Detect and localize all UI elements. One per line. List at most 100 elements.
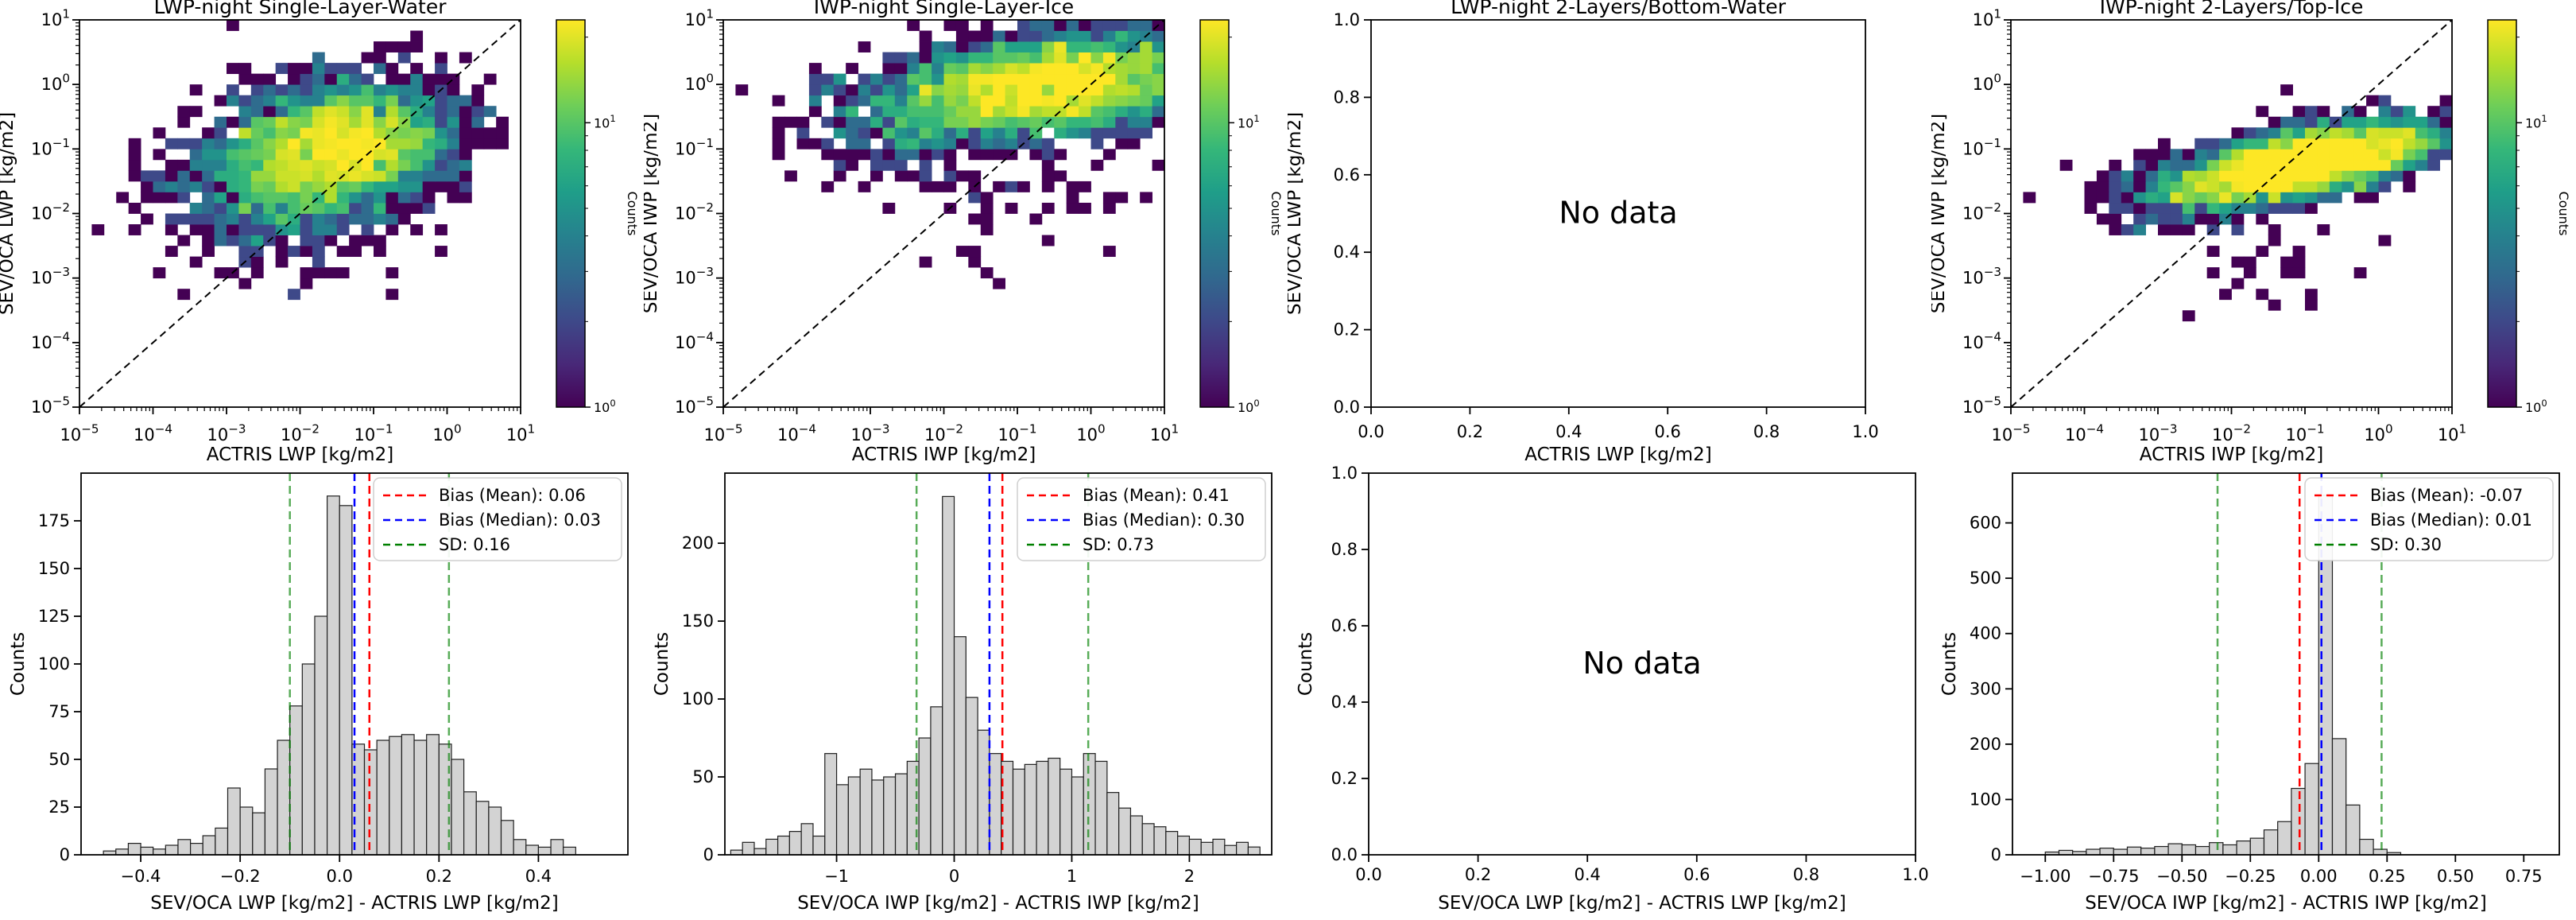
x-tick-label: 100 <box>2364 422 2392 444</box>
legend-mean-label: Bias (Mean): 0.06 <box>439 486 586 505</box>
panel-iwp-night-2-layers-top-ice: IWP-night 2-Layers/Top-Ice 10−5 10−5 10−4 10… <box>1931 0 2571 465</box>
y-tick-label: 100 <box>41 72 70 94</box>
y-axis-label: Counts <box>1296 632 1316 696</box>
y-tick-label: 100 <box>685 72 714 94</box>
x-tick-label: 0.4 <box>525 867 552 886</box>
x-tick-label: 0 <box>949 867 959 886</box>
x-tick-label: 0.8 <box>1753 422 1780 441</box>
x-tick-label: 2 <box>1184 867 1195 886</box>
colorbar: 100 101 Counts <box>2487 19 2571 415</box>
x-axis-label: ACTRIS IWP [kg/m2] <box>852 444 1036 465</box>
legend-mean-label: Bias (Mean): -0.07 <box>2370 486 2523 505</box>
colorbar-tick-label: 100 <box>2525 398 2547 415</box>
axes-lwp-night-single-layer-water-bias: −0.4 −0.2 0.0 0.2 0.4 0 25 50 75 100 125 150 175 SEV/… <box>8 472 629 914</box>
y-tick-label: 0 <box>60 845 70 864</box>
y-tick-label: 300 <box>1970 679 2001 698</box>
y-tick-label: 10−4 <box>675 329 714 351</box>
legend-median-label: Bias (Median): 0.30 <box>1083 510 1245 530</box>
y-axis-label: Counts <box>8 632 29 696</box>
y-tick-label: 0.6 <box>1331 616 1358 635</box>
legend-sd-label: SD: 0.73 <box>1083 535 1154 554</box>
x-axis-label: SEV/OCA IWP [kg/m2] - ACTRIS IWP [kg/m2] <box>797 893 1199 914</box>
x-tick-label: 10−5 <box>1991 422 2030 444</box>
y-tick-label: 10−5 <box>1962 394 2001 417</box>
x-tick-label: 1.0 <box>1902 865 1928 884</box>
y-tick-label: 10−2 <box>675 200 714 223</box>
y-axis-label: SEV/OCA IWP [kg/m2] <box>1931 114 1949 313</box>
y-tick-label: 10−4 <box>31 329 70 351</box>
axes-lwp-night-2-layers-bottom-water-bias: 0.0 0.2 0.4 0.6 0.8 1.0 0.0 0.2 0.4 0.6 0.8 1.0 No d… <box>1296 465 1929 914</box>
identity-line <box>722 19 1165 408</box>
x-tick-label: 10−2 <box>281 422 320 444</box>
y-tick-label: 10−1 <box>675 136 714 158</box>
x-tick-label: 10−3 <box>207 422 246 444</box>
y-tick-label: 0.4 <box>1334 243 1360 262</box>
legend-median-label: Bias (Median): 0.03 <box>439 510 601 530</box>
colorbar: 100 101 Counts <box>556 19 640 415</box>
x-tick-label: 101 <box>506 422 535 444</box>
x-tick-label: 0.75 <box>2505 867 2543 886</box>
panel-lwp-night-2-layers-bottom-water-bias: 0.0 0.2 0.4 0.6 0.8 1.0 0.0 0.2 0.4 0.6 0.8 1.0 No d… <box>1296 465 1929 914</box>
x-tick-label: 1.0 <box>1852 422 1878 441</box>
y-tick-label: 0.2 <box>1331 769 1358 788</box>
identity-line <box>2010 19 2453 408</box>
legend-median-label: Bias (Median): 0.01 <box>2370 510 2532 530</box>
panel-iwp-night-2-layers-top-ice-bias: −1.00 −0.75 −0.50 −0.25 0.00 0.25 0.50 0.75 0 100… <box>1939 472 2560 914</box>
legend: Bias (Mean): 0.06 Bias (Median): 0.03 SD: … <box>373 477 622 561</box>
histogram-bars <box>730 495 1261 856</box>
y-tick-label: 100 <box>38 654 70 674</box>
x-tick-label: −0.2 <box>220 867 261 886</box>
axes-box <box>2012 472 2560 856</box>
no-data-text: No data <box>1582 646 1701 681</box>
y-tick-label: 1.0 <box>1334 10 1360 29</box>
x-tick-label: 10−5 <box>60 422 99 444</box>
axes-box <box>1368 472 1916 856</box>
x-tick-label: 0.4 <box>1574 865 1600 884</box>
panel-title: IWP-night 2-Layers/Top-Ice <box>2100 0 2364 18</box>
y-tick-label: 25 <box>48 798 70 817</box>
x-tick-label: 101 <box>2438 422 2466 444</box>
x-tick-label: 0.2 <box>1465 865 1491 884</box>
y-tick-label: 200 <box>682 534 714 553</box>
hist2d-cells <box>2023 84 2453 322</box>
x-axis-label: ACTRIS LWP [kg/m2] <box>207 444 393 465</box>
y-tick-label: 10−1 <box>1962 136 2001 158</box>
y-tick-label: 0.0 <box>1334 398 1360 417</box>
panel-title: LWP-night Single-Layer-Water <box>153 0 447 18</box>
panel-iwp-night-single-layer-ice: IWP-night Single-Layer-Ice 10−5 10−5 10−4 10… <box>644 0 1284 465</box>
y-tick-label: 10−5 <box>675 394 714 417</box>
panel-title: LWP-night 2-Layers/Bottom-Water <box>1451 0 1787 18</box>
axes-box <box>724 472 1273 856</box>
x-axis-label: SEV/OCA IWP [kg/m2] - ACTRIS IWP [kg/m2] <box>2085 893 2487 914</box>
y-tick-label: 101 <box>1973 7 2001 29</box>
x-axis-label: SEV/OCA LWP [kg/m2] - ACTRIS LWP [kg/m2] <box>150 893 558 914</box>
y-tick-label: 0.4 <box>1331 693 1358 712</box>
axes-lwp-night-2-layers-bottom-water: LWP-night 2-Layers/Bottom-Water 0.0 0.2 0.4… <box>1288 0 1879 465</box>
y-tick-label: 150 <box>38 559 70 578</box>
y-tick-label: 1.0 <box>1331 465 1358 483</box>
x-tick-label: 0.2 <box>1457 422 1483 441</box>
panel-lwp-night-single-layer-water: LWP-night Single-Layer-Water 10−5 10−5 10−4… <box>0 0 640 465</box>
y-tick-label: 0.8 <box>1334 87 1360 107</box>
x-tick-label: 100 <box>1076 422 1105 444</box>
y-tick-label: 10−5 <box>31 394 70 417</box>
axes-iwp-night-single-layer-ice-bias: −1 0 1 2 0 50 100 150 200 SEV/OCA IWP [kg/m2] - A… <box>652 472 1273 914</box>
legend-mean-label: Bias (Mean): 0.41 <box>1083 486 1230 505</box>
y-tick-label: 100 <box>1973 72 2001 94</box>
y-axis-label: Counts <box>652 632 672 696</box>
y-tick-label: 75 <box>48 702 70 721</box>
x-tick-label: 1 <box>1067 867 1077 886</box>
y-tick-label: 125 <box>38 607 70 626</box>
y-tick-label: 100 <box>682 689 714 708</box>
x-tick-label: 100 <box>432 422 461 444</box>
axes-iwp-night-2-layers-top-ice: IWP-night 2-Layers/Top-Ice 10−5 10−5 10−4 10… <box>1931 0 2466 465</box>
x-tick-label: 10−3 <box>2138 422 2177 444</box>
x-tick-label: 10−1 <box>2285 422 2324 444</box>
x-tick-label: 0.0 <box>327 867 353 886</box>
x-tick-label: −1 <box>824 867 849 886</box>
identity-line <box>79 19 521 408</box>
y-tick-label: 500 <box>1970 569 2001 588</box>
x-tick-label: 10−1 <box>354 422 393 444</box>
y-tick-label: 0.0 <box>1331 845 1358 864</box>
